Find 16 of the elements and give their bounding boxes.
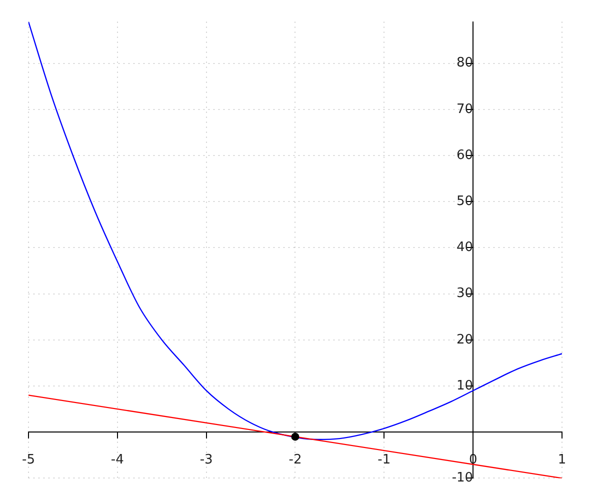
y-tick-label: 70	[456, 102, 474, 117]
y-tick-label: 10	[456, 378, 474, 394]
x-tick-label: -5	[22, 452, 35, 468]
y-tick-label: 60	[456, 148, 474, 163]
x-tick-label: -2	[288, 452, 302, 468]
y-tick-label: 50	[456, 194, 474, 209]
x-tick-label: -4	[110, 452, 124, 468]
y-tick-label: 40	[456, 240, 474, 256]
y-tick-label: 30	[456, 286, 474, 302]
line-series	[28, 22, 562, 440]
y-tick-label: -10	[452, 470, 474, 486]
x-tick-label: -3	[200, 452, 213, 468]
x-tick-label: 1	[558, 452, 566, 468]
y-tick-label: 20	[456, 332, 474, 348]
x-tick-label: -1	[378, 452, 391, 468]
y-tick-label: 80	[456, 56, 474, 71]
